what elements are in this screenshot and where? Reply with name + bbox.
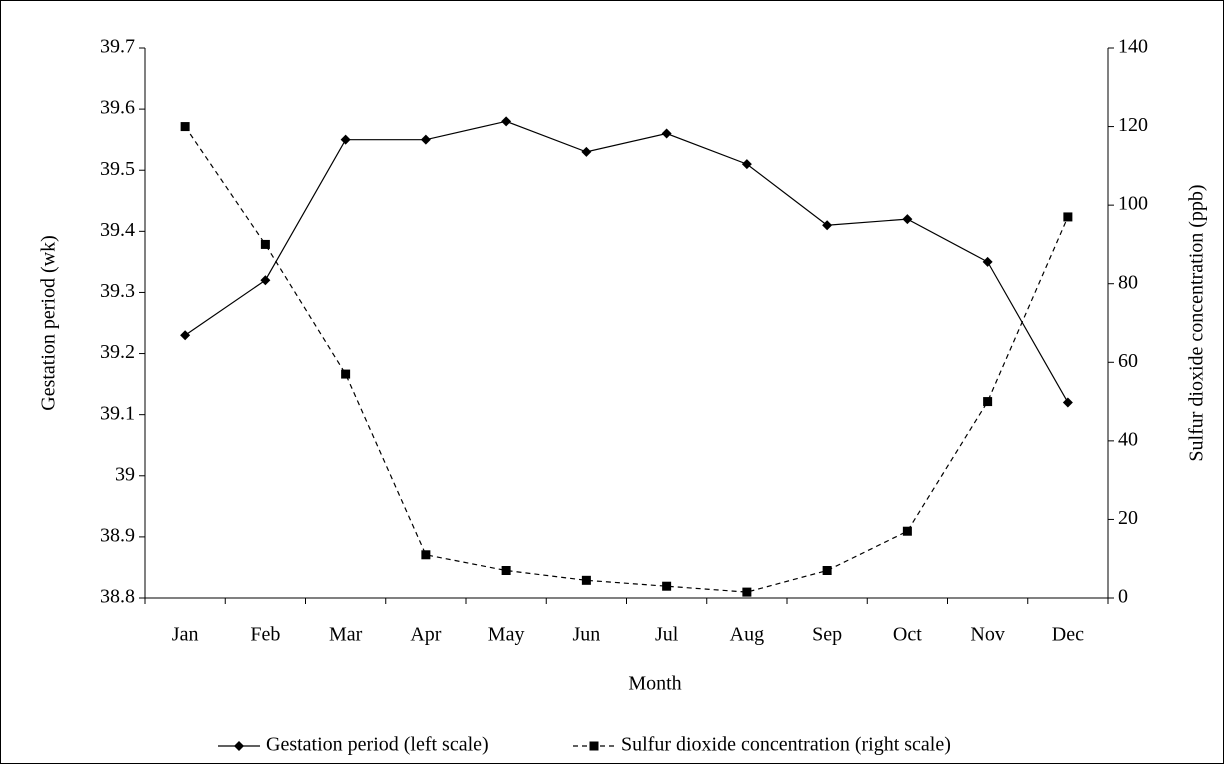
x-tick-label: Nov <box>970 624 1004 646</box>
y2-tick-label: 40 <box>1118 428 1138 450</box>
y2-tick-label: 0 <box>1118 586 1128 608</box>
legend-marker <box>234 741 244 751</box>
data-point <box>260 275 271 286</box>
data-point <box>902 526 912 536</box>
data-point <box>340 134 351 145</box>
y2-tick-label: 120 <box>1118 114 1148 136</box>
y-tick-label: 39.4 <box>100 219 135 241</box>
y-tick-label: 38.9 <box>100 524 135 546</box>
x-tick-label: Sep <box>812 624 842 646</box>
y2-tick-label: 100 <box>1118 193 1148 215</box>
data-point <box>983 397 993 407</box>
legend-label: Sulfur dioxide concentration (right scal… <box>621 734 951 756</box>
data-point <box>421 550 431 560</box>
data-point <box>822 220 833 231</box>
y-tick-label: 39.2 <box>100 341 135 363</box>
y-tick-label: 39.6 <box>100 97 135 119</box>
data-point <box>1063 212 1073 222</box>
x-axis-label: Month <box>628 673 681 695</box>
legend-marker <box>589 741 599 751</box>
data-point <box>180 330 191 341</box>
data-point <box>662 581 672 591</box>
data-point <box>420 134 431 145</box>
data-point <box>902 214 913 225</box>
x-tick-label: Jan <box>172 624 199 646</box>
data-point <box>661 128 672 139</box>
data-point <box>982 256 993 267</box>
data-point <box>341 369 351 379</box>
data-point <box>581 575 591 585</box>
y-tick-label: 38.8 <box>100 586 135 608</box>
x-tick-label: Apr <box>410 624 441 646</box>
x-tick-label: May <box>488 624 525 646</box>
x-tick-label: Mar <box>329 624 363 646</box>
data-point <box>501 566 511 575</box>
data-point <box>501 116 512 127</box>
x-tick-label: Aug <box>730 624 764 646</box>
x-tick-label: Feb <box>250 624 280 646</box>
y-tick-label: 39.7 <box>100 36 135 58</box>
y2-tick-label: 140 <box>1118 36 1148 58</box>
y-tick-label: 39.3 <box>100 280 135 302</box>
data-point <box>581 146 592 157</box>
legend-label: Gestation period (left scale) <box>266 734 489 756</box>
series-line <box>184 120 1069 403</box>
data-point <box>822 566 832 575</box>
y-tick-label: 39.5 <box>100 158 135 180</box>
y2-tick-label: 80 <box>1118 271 1138 293</box>
x-tick-label: Jul <box>655 624 679 646</box>
series-line <box>184 126 1069 593</box>
data-point <box>180 122 190 132</box>
y-tick-label: 39 <box>115 463 135 485</box>
x-tick-label: Jun <box>572 624 600 646</box>
x-tick-label: Dec <box>1052 624 1084 646</box>
data-point <box>742 587 752 597</box>
y-axis-label: Gestation period (wk) <box>38 235 60 411</box>
x-tick-label: Oct <box>893 624 922 646</box>
data-point <box>260 239 270 249</box>
y2-tick-label: 60 <box>1118 350 1138 372</box>
y-tick-label: 39.1 <box>100 402 135 424</box>
data-point <box>741 159 752 170</box>
y2-tick-label: 20 <box>1118 507 1138 529</box>
y2-axis-label: Sulfur dioxide concentration (ppb) <box>1186 184 1208 461</box>
data-point <box>1062 397 1073 408</box>
